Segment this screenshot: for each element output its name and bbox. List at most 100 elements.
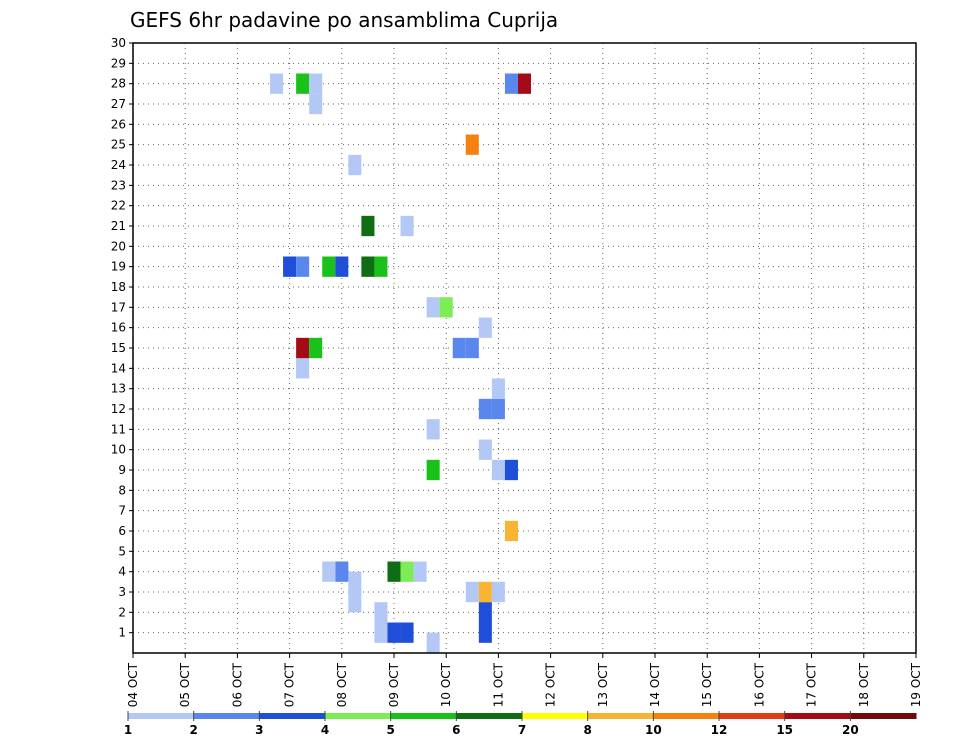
- legend-label: 6: [452, 723, 460, 737]
- y-tick-label: 7: [118, 504, 126, 518]
- data-cell: [322, 561, 336, 582]
- legend-label: 4: [321, 723, 329, 737]
- legend-label: 2: [189, 723, 197, 737]
- data-cell: [387, 561, 401, 582]
- x-tick-label: 10 OCT: [439, 662, 453, 707]
- data-cell: [361, 215, 375, 237]
- legend-label: 10: [645, 723, 662, 737]
- y-tick-label: 6: [118, 524, 126, 538]
- data-cell: [400, 215, 414, 237]
- legend-label: 20: [842, 723, 859, 737]
- color-legend: 1 2 3 4 5 6 7 8 10 12 15 20: [124, 711, 917, 737]
- x-tick-label: 17 OCT: [805, 662, 819, 707]
- legend-swatch: [259, 713, 326, 719]
- y-tick-label: 12: [111, 402, 126, 416]
- data-cell: [335, 256, 349, 277]
- data-cell: [517, 73, 532, 94]
- data-cell: [348, 592, 362, 613]
- data-cell: [296, 337, 310, 359]
- y-tick-label: 29: [111, 56, 126, 70]
- legend-swatch: [587, 713, 654, 719]
- data-cell: [413, 561, 427, 582]
- data-cell: [465, 581, 479, 603]
- y-tick-label: 22: [111, 199, 126, 213]
- x-tick-label: 09 OCT: [387, 662, 401, 707]
- y-tick-label: 4: [118, 565, 126, 579]
- data-cell: [309, 93, 323, 115]
- x-tick-label: 12 OCT: [544, 662, 558, 707]
- x-tick-label: 19 OCT: [909, 662, 923, 707]
- data-cell: [374, 622, 388, 643]
- data-cell: [283, 256, 297, 277]
- x-tick-label: 14 OCT: [648, 662, 662, 707]
- y-tick-label: 18: [111, 280, 126, 294]
- x-tick-label: 05 OCT: [178, 662, 192, 707]
- data-cell: [491, 378, 505, 399]
- chart-title: GEFS 6hr padavine po ansamblima Cuprija: [130, 8, 558, 32]
- legend-swatch: [719, 713, 786, 719]
- y-tick-label: 30: [111, 36, 126, 50]
- y-tick-label: 24: [111, 158, 126, 172]
- legend-label: 5: [386, 723, 394, 737]
- data-cell: [504, 520, 518, 542]
- x-tick-label: 07 OCT: [283, 662, 297, 707]
- y-axis-ticks: 1234567891011121314151617181920212223242…: [111, 36, 133, 640]
- x-tick-label: 16 OCT: [752, 662, 766, 707]
- data-cell: [491, 459, 505, 481]
- data-cell: [309, 337, 323, 359]
- data-cell: [348, 571, 362, 592]
- data-cell: [491, 581, 505, 603]
- data-cell: [348, 154, 362, 176]
- data-cell: [478, 622, 492, 643]
- y-tick-label: 23: [111, 178, 126, 192]
- x-tick-label: 15 OCT: [700, 662, 714, 707]
- y-tick-label: 3: [118, 585, 126, 599]
- x-tick-label: 08 OCT: [335, 662, 349, 707]
- y-tick-label: 26: [111, 117, 126, 131]
- y-tick-label: 10: [111, 443, 126, 457]
- data-cell: [296, 358, 310, 379]
- data-cell: [478, 602, 492, 623]
- y-tick-label: 19: [111, 260, 126, 274]
- data-cell: [296, 256, 310, 277]
- legend-swatch: [193, 713, 260, 719]
- data-cell: [322, 256, 336, 277]
- y-tick-label: 21: [111, 219, 126, 233]
- legend-label: 8: [583, 723, 591, 737]
- legend-label: 7: [518, 723, 526, 737]
- x-tick-label: 04 OCT: [126, 662, 140, 707]
- data-cell: [374, 602, 388, 623]
- y-tick-label: 5: [118, 544, 126, 558]
- data-cell: [426, 419, 440, 440]
- data-cell: [478, 317, 492, 338]
- grid: [133, 43, 916, 653]
- data-cells: [270, 73, 532, 653]
- y-tick-label: 20: [111, 239, 126, 253]
- legend-swatch: [128, 713, 195, 719]
- data-cell: [374, 256, 388, 277]
- data-cell: [426, 297, 440, 318]
- y-tick-label: 16: [111, 321, 126, 335]
- data-cell: [478, 439, 492, 460]
- data-cell: [452, 337, 466, 359]
- legend-swatch: [390, 713, 457, 719]
- y-tick-label: 11: [111, 422, 126, 436]
- legend-swatch: [653, 713, 720, 719]
- y-tick-label: 1: [118, 626, 126, 640]
- data-cell: [465, 134, 479, 155]
- data-cell: [465, 337, 479, 359]
- legend-swatch: [784, 713, 851, 719]
- legend-swatch: [522, 713, 589, 719]
- data-cell: [309, 73, 323, 94]
- legend-swatch: [456, 713, 523, 719]
- x-tick-label: 18 OCT: [857, 662, 871, 707]
- legend-label: 3: [255, 723, 263, 737]
- y-tick-label: 14: [111, 361, 126, 375]
- legend-label: 15: [776, 723, 793, 737]
- y-tick-label: 28: [111, 77, 126, 91]
- legend-label: 1: [124, 723, 132, 737]
- x-tick-label: 11 OCT: [491, 662, 505, 707]
- data-cell: [426, 632, 440, 653]
- data-cell: [478, 398, 492, 420]
